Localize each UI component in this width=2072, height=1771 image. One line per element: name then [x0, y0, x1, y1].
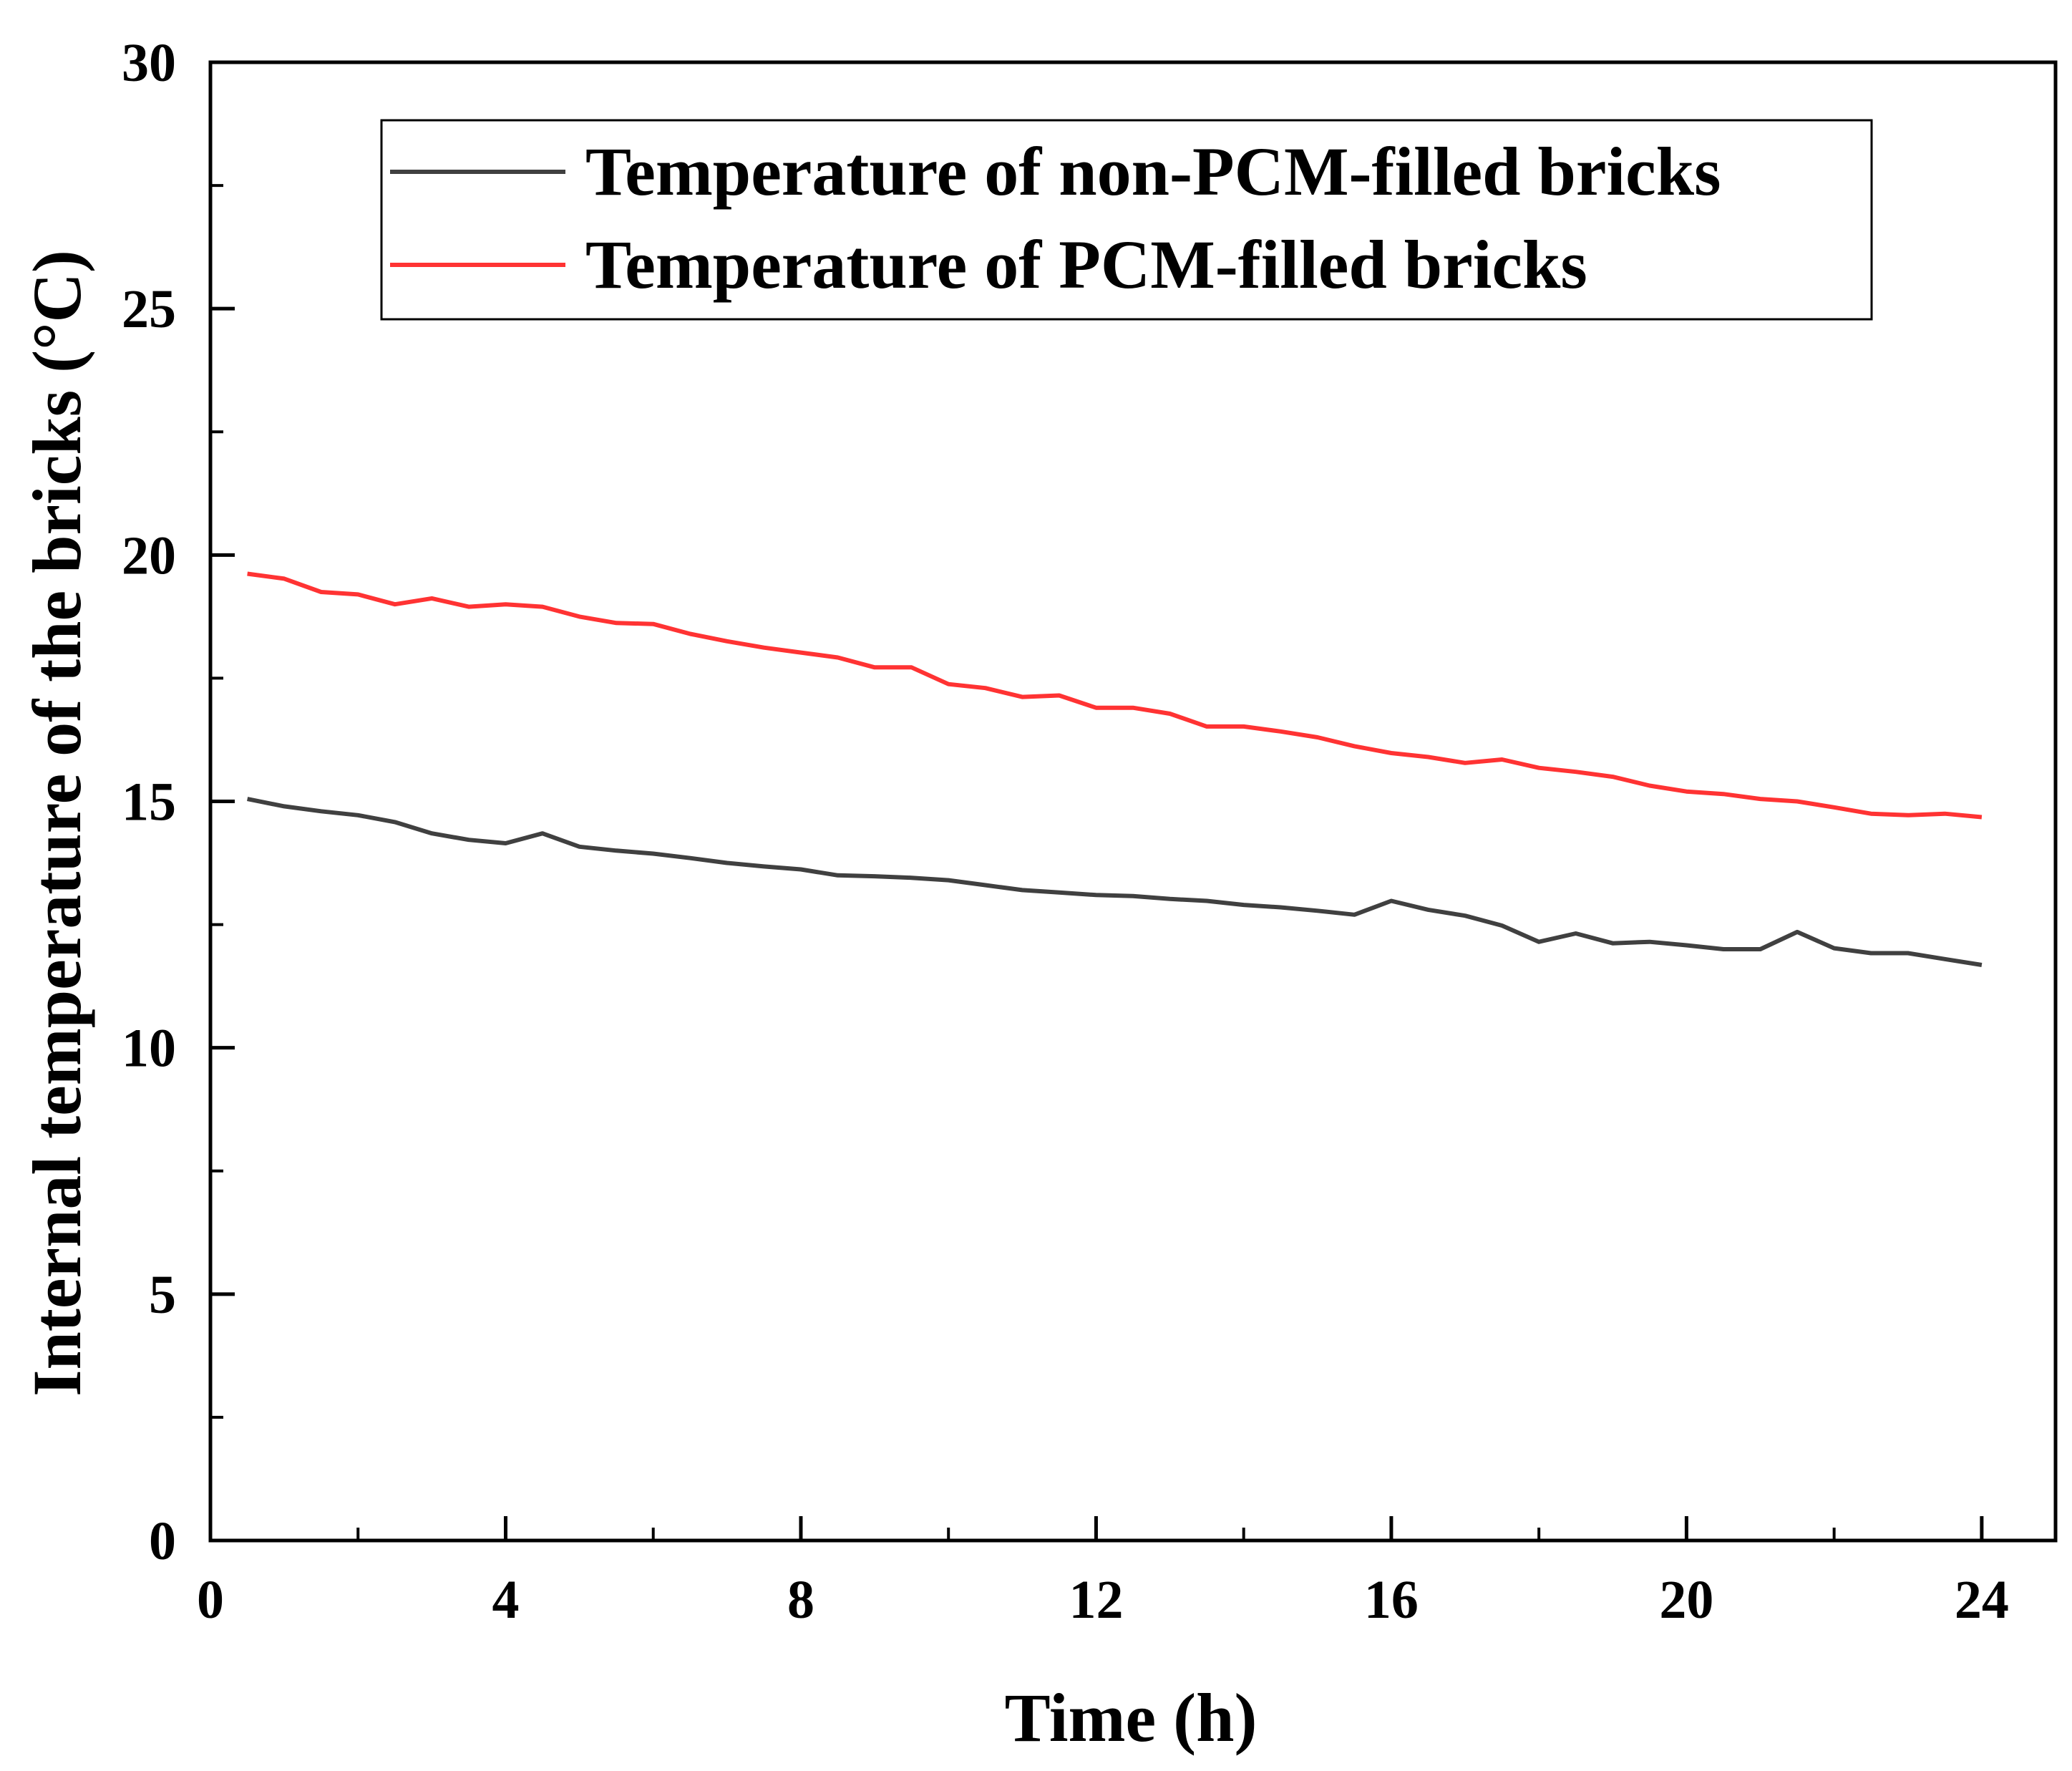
y-axis-title: Internal temperature of the bricks (°C): [19, 250, 95, 1397]
x-axis-title: Time (h): [1005, 1679, 1258, 1756]
legend-box: [380, 119, 1873, 321]
series-line-pcm: [247, 571, 1983, 820]
y-tick-label: 15: [122, 772, 176, 833]
x-tick-label: 0: [197, 1570, 224, 1630]
x-tick-label: 16: [1364, 1570, 1419, 1630]
x-tick-label: 4: [492, 1570, 519, 1630]
y-axis-ticks: [210, 60, 235, 1543]
y-tick-label: 5: [149, 1265, 176, 1325]
x-tick-label: 8: [787, 1570, 814, 1630]
y-tick-label: 20: [122, 525, 176, 586]
y-tick-label: 30: [122, 33, 176, 93]
x-tick-label: 12: [1069, 1570, 1123, 1630]
y-tick-label: 0: [149, 1511, 176, 1571]
series-line-non-pcm: [247, 797, 1983, 967]
legend: Temperature of non-PCM-filled bricks Tem…: [380, 119, 1873, 321]
x-tick-label: 24: [1955, 1570, 2009, 1630]
legend-label-non-pcm: Temperature of non-PCM-filled bricks: [585, 133, 1721, 210]
x-axis-ticks: [208, 1516, 1984, 1540]
legend-label-pcm: Temperature of PCM-filled bricks: [585, 226, 1587, 303]
x-axis-tick-labels: 0 4 8 12 16 20 24: [197, 1570, 2009, 1630]
y-axis-tick-labels: 0 5 10 15 20 25 30: [122, 33, 176, 1571]
y-tick-label: 10: [122, 1019, 176, 1079]
x-tick-label: 20: [1659, 1570, 1713, 1630]
series-layer: [247, 571, 1983, 967]
y-tick-label: 25: [122, 279, 176, 339]
